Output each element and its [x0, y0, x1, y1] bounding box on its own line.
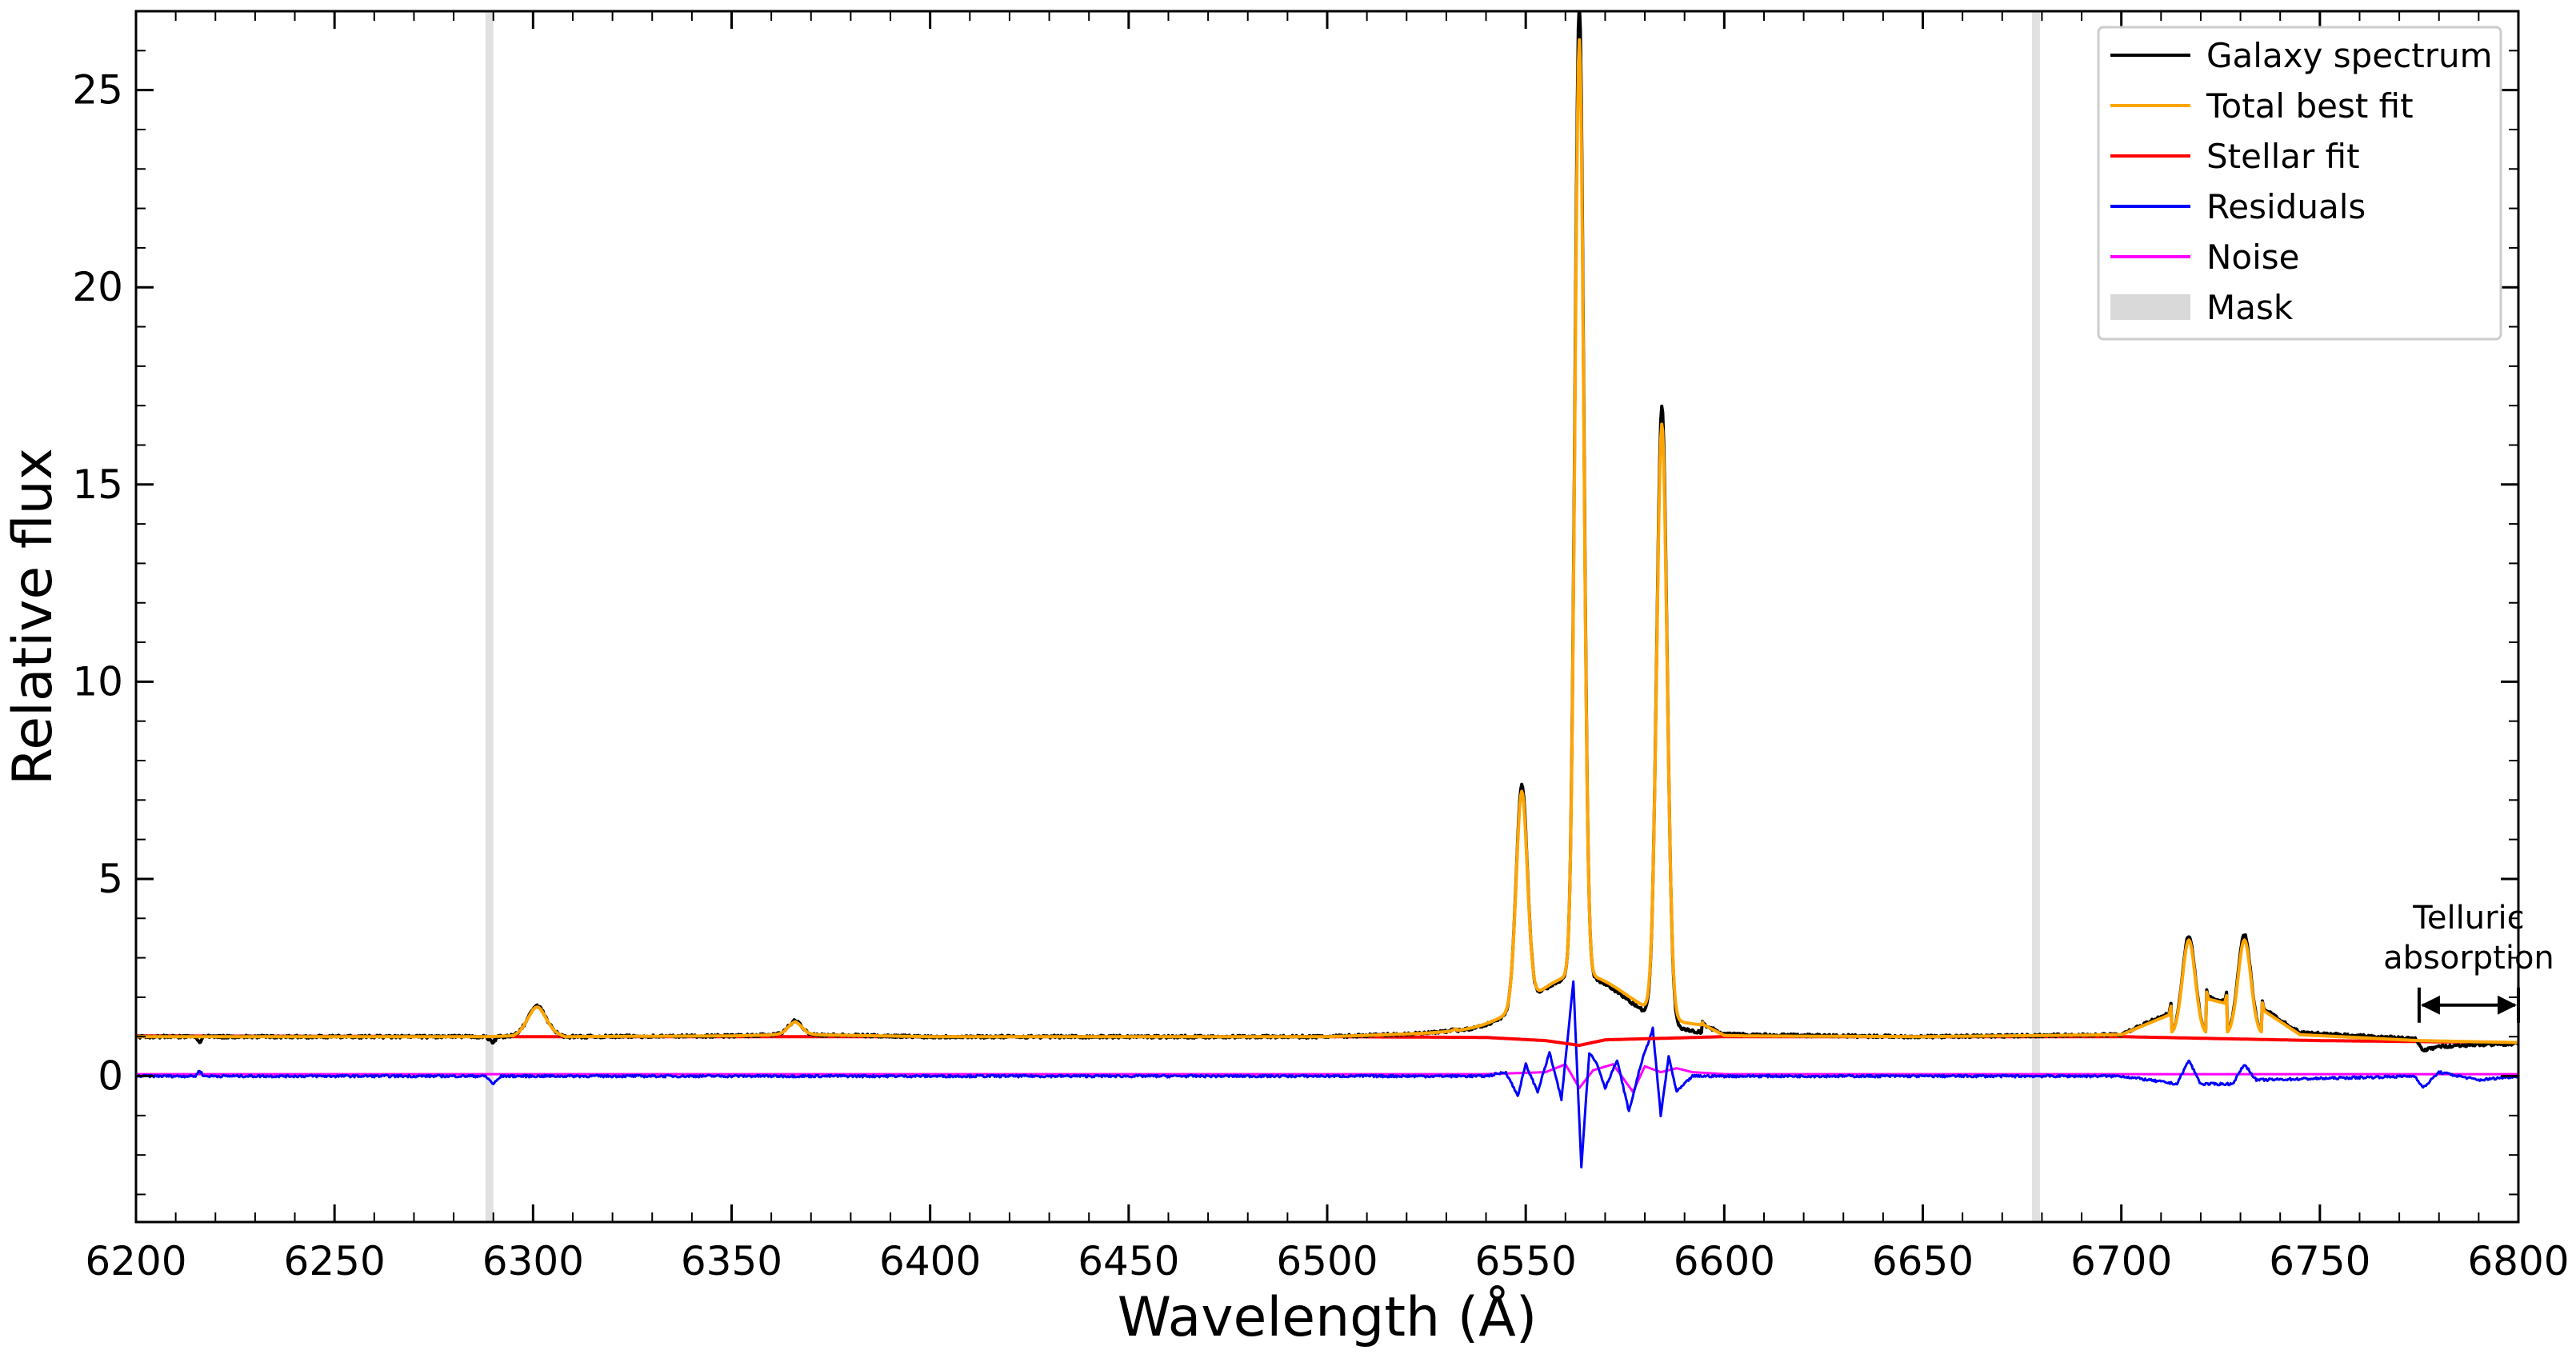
- y-tick-label: 25: [72, 67, 123, 114]
- y-tick-label: 15: [72, 461, 123, 508]
- legend-label: Noise: [2206, 238, 2300, 277]
- y-tick-label: 0: [98, 1053, 123, 1100]
- series-lines: [136, 11, 2518, 1168]
- series-line-total-best-fit: [136, 38, 2518, 1044]
- y-tick-label: 10: [72, 658, 123, 705]
- series-line-residuals: [136, 980, 2518, 1168]
- legend-label: Residuals: [2206, 187, 2366, 226]
- x-axis-label: Wavelength (Å): [1118, 1284, 1538, 1349]
- legend-label: Mask: [2206, 288, 2294, 327]
- y-axis-label: Relative flux: [2, 448, 65, 785]
- legend-swatch-mask: [2110, 294, 2190, 320]
- mask-region-1: [2031, 11, 2040, 1222]
- x-tick-label: 6500: [1276, 1238, 1378, 1284]
- x-tick-label: 6200: [85, 1238, 186, 1284]
- annotation-line-2: absorption: [2383, 940, 2554, 977]
- x-tick-label: 6400: [879, 1238, 981, 1284]
- x-tick-label: 6450: [1078, 1238, 1179, 1284]
- x-tick-label: 6350: [681, 1238, 782, 1284]
- x-tick-label: 6600: [1674, 1238, 1775, 1284]
- axis-ticks: 6200 6250 6300 6350 6400 6450 6500 6550 6600 6650…: [72, 10, 2570, 1284]
- legend: Galaxy spectrum Total best fit Stellar fit…: [2097, 26, 2502, 341]
- x-tick-label: 6700: [2070, 1238, 2172, 1284]
- x-tick-label: 6300: [482, 1238, 584, 1284]
- annotation-line-1: Telluric: [2412, 900, 2524, 937]
- x-tick-label: 6750: [2269, 1238, 2370, 1284]
- annotation-arrowhead-right: [2498, 995, 2517, 1015]
- y-tick-label: 20: [72, 264, 123, 310]
- mask-region-0: [485, 11, 494, 1222]
- x-tick-label: 6800: [2467, 1238, 2569, 1284]
- x-tick-label: 6550: [1475, 1238, 1577, 1284]
- y-tick-label: 5: [98, 856, 123, 902]
- legend-label: Stellar fit: [2206, 137, 2360, 176]
- x-tick-label: 6250: [284, 1238, 386, 1284]
- legend-box: [2097, 26, 2502, 341]
- legend-label: Galaxy spectrum: [2206, 36, 2493, 75]
- annotation-arrowhead-left: [2420, 995, 2440, 1015]
- mask-regions: [485, 11, 2040, 1222]
- legend-label: Total best fit: [2206, 86, 2414, 126]
- x-tick-label: 6650: [1872, 1238, 1974, 1284]
